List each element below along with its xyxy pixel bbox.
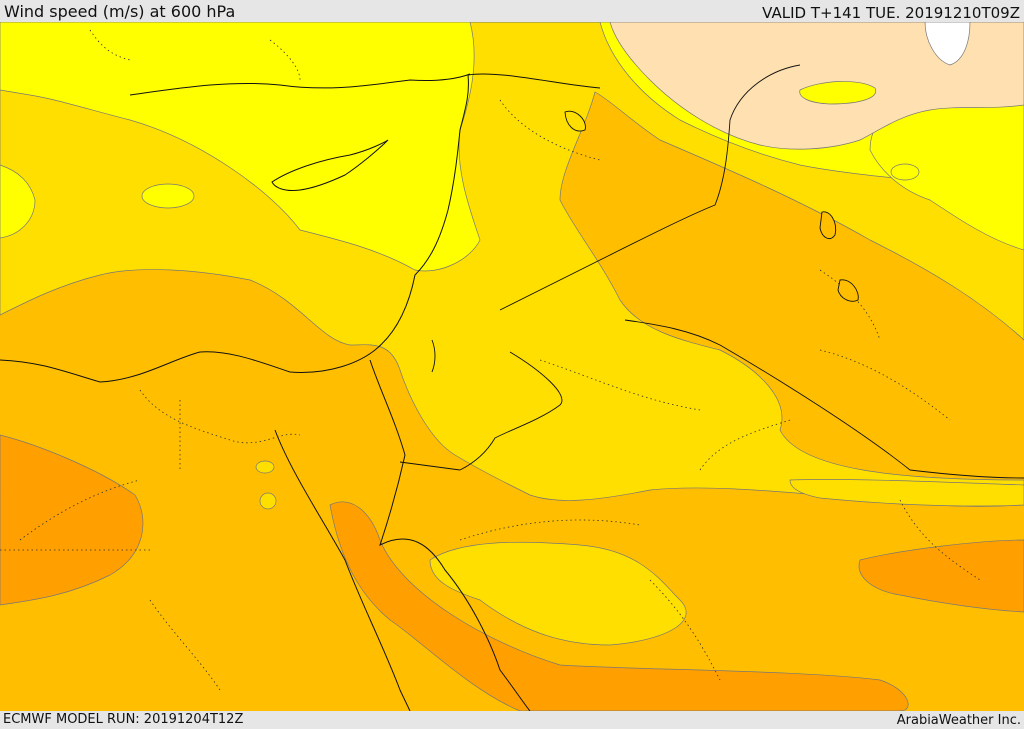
coastline-suez xyxy=(369,359,406,456)
credit-label: ArabiaWeather Inc. xyxy=(896,713,1021,728)
blob-yellow-1 xyxy=(141,183,195,209)
blob-yellow-2 xyxy=(890,163,920,181)
band-gold-arabia xyxy=(429,541,687,646)
lake-1 xyxy=(819,211,837,239)
footer-bar: ECMWF MODEL RUN: 20191204T12Z ArabiaWeat… xyxy=(0,711,1024,729)
lake-3 xyxy=(564,110,586,132)
model-run-label: ECMWF MODEL RUN: 20191204T12Z xyxy=(3,712,244,727)
border-syria-iraq xyxy=(499,64,801,311)
map-canvas[interactable] xyxy=(0,22,1024,711)
band-yellow-in-core xyxy=(799,81,877,105)
coastline-redsea-west xyxy=(274,429,411,711)
coastline-redsea-east xyxy=(379,454,531,711)
band-yellow-west-lobe xyxy=(0,164,36,239)
band-gold-east-tail xyxy=(789,479,1024,507)
admin-boundaries xyxy=(0,29,981,691)
coastline-mediterranean xyxy=(0,73,601,383)
blob-gold-2 xyxy=(259,492,277,510)
border-sinai-egypt xyxy=(399,461,461,471)
valid-time: VALID T+141 TUE. 20191210T09Z xyxy=(762,4,1020,22)
white-patch xyxy=(924,22,971,66)
chart-title: Wind speed (m/s) at 600 hPa xyxy=(4,2,236,21)
cyprus-island xyxy=(271,139,389,191)
blob-gold-1 xyxy=(255,460,275,474)
border-saudi-iraq xyxy=(624,319,1024,479)
band-dark-orange-east xyxy=(858,539,1024,613)
lake-2 xyxy=(837,279,859,302)
coastline-turkey xyxy=(129,73,471,96)
band-dark-orange-redsea xyxy=(329,501,909,711)
band-dark-orange-sw xyxy=(0,434,144,606)
dead-sea xyxy=(431,339,436,373)
border-jordan-saudi xyxy=(459,351,563,471)
header-bar: Wind speed (m/s) at 600 hPa VALID T+141 … xyxy=(0,0,1024,22)
